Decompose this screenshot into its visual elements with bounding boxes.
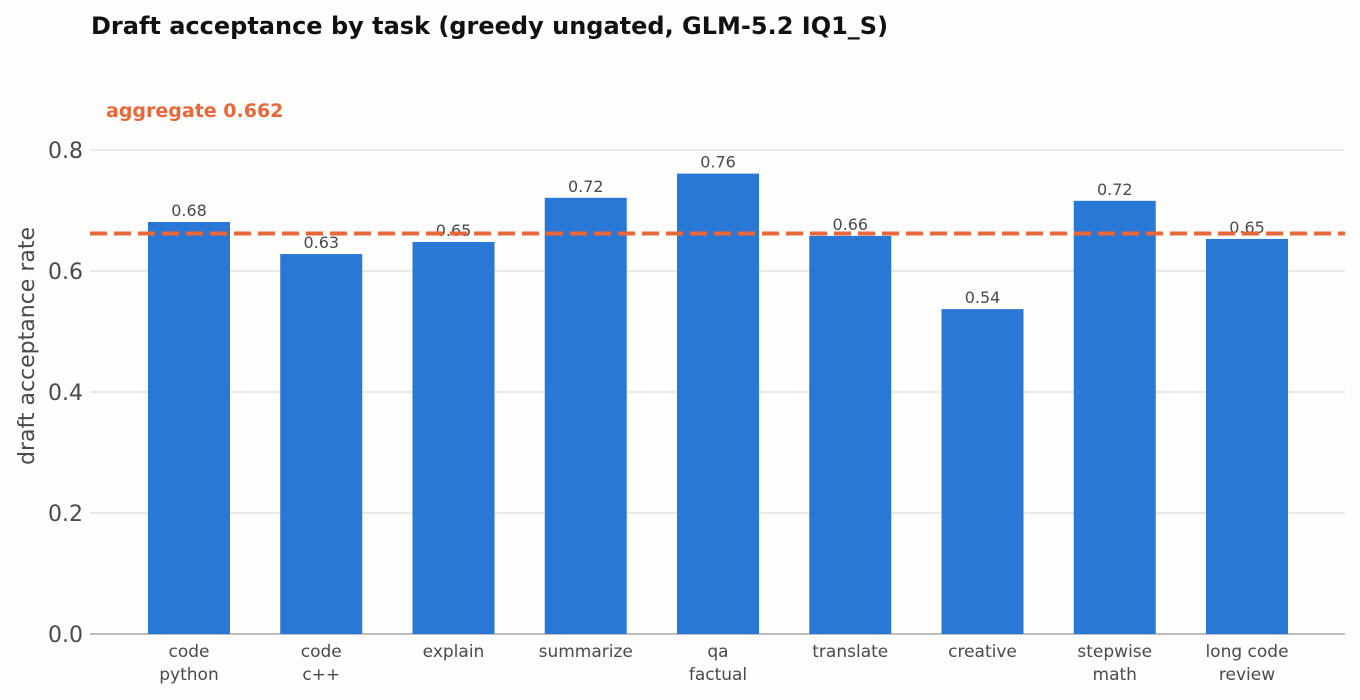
bar-value-label: 0.66 — [832, 215, 868, 234]
bar-value-label: 0.68 — [171, 201, 207, 220]
y-tick-label: 0.4 — [48, 381, 83, 406]
y-tick-label: 0.6 — [48, 260, 83, 285]
bar-value-label: 0.63 — [303, 233, 339, 252]
y-tick-label: 0.0 — [48, 623, 83, 648]
x-tick-label: code c++ — [301, 642, 342, 685]
bar — [1206, 238, 1288, 634]
chart-title: Draft acceptance by task (greedy ungated… — [91, 12, 888, 40]
bar — [280, 254, 363, 634]
x-axis-ticks: code python code c++ explain summarize qa factu… — [159, 642, 1288, 685]
aggregate-label: aggregate 0.662 — [106, 100, 283, 122]
x-tick-label: summarize — [539, 642, 633, 662]
bar — [1073, 200, 1156, 634]
y-tick-label: 0.2 — [48, 502, 83, 527]
x-tick-label: creative — [948, 642, 1017, 662]
bar — [677, 173, 759, 634]
bar-value-label: 0.65 — [436, 221, 472, 240]
y-tick-label: 0.8 — [48, 139, 83, 164]
bars — [148, 173, 1288, 635]
bar — [941, 309, 1024, 634]
bar-value-label: 0.76 — [700, 153, 736, 172]
x-tick-label: explain — [423, 642, 485, 662]
bar — [148, 221, 230, 634]
bar-value-label: 0.72 — [568, 177, 604, 196]
x-tick-label: code python — [159, 642, 218, 685]
bar — [412, 241, 495, 634]
y-axis-ticks: 0.0 0.2 0.4 0.6 0.8 — [48, 139, 83, 648]
bar-value-label: 0.54 — [965, 288, 1001, 307]
bar — [544, 197, 627, 635]
bar — [809, 235, 892, 634]
x-tick-label: long code review — [1205, 642, 1288, 685]
x-tick-label: qa factual — [689, 642, 747, 685]
y-axis-label: draft acceptance rate — [15, 227, 40, 465]
x-tick-label: translate — [812, 642, 888, 662]
bar-value-label: 0.72 — [1097, 180, 1133, 199]
x-tick-label: stepwise math — [1077, 642, 1152, 685]
